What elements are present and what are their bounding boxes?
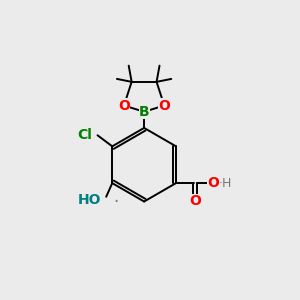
- Text: ·H: ·H: [219, 177, 232, 190]
- Text: ·: ·: [113, 193, 118, 211]
- Text: O: O: [118, 99, 130, 112]
- Text: O: O: [189, 194, 201, 208]
- Text: O: O: [158, 99, 170, 112]
- Text: HO: HO: [78, 193, 101, 207]
- Text: O: O: [207, 176, 219, 190]
- Text: B: B: [139, 105, 149, 119]
- Text: Cl: Cl: [77, 128, 92, 142]
